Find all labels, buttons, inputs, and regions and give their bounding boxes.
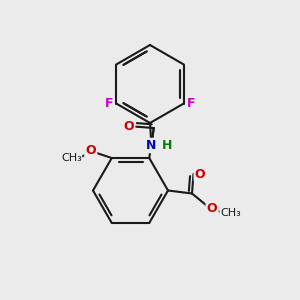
Text: CH₃: CH₃ [220, 208, 241, 218]
Text: H: H [162, 139, 172, 152]
Text: O: O [207, 202, 218, 215]
Text: N: N [146, 139, 157, 152]
Text: O: O [85, 144, 96, 157]
Text: CH₃: CH₃ [61, 153, 82, 163]
Text: F: F [187, 97, 196, 110]
Text: O: O [124, 120, 134, 133]
Text: F: F [104, 97, 113, 110]
Text: O: O [195, 167, 206, 181]
